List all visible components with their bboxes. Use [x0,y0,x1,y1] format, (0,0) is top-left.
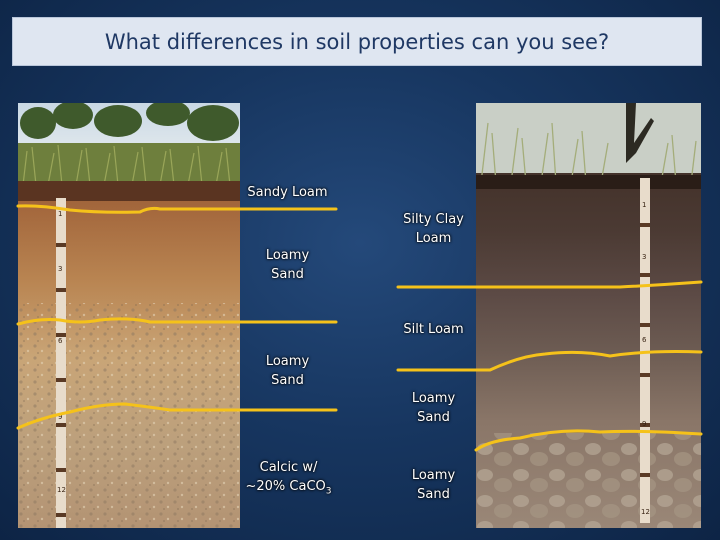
right-ruler-mark: 9 [642,420,646,428]
right-horizon-label: Loamy Sand [411,391,456,425]
left-ruler-mark: 3 [58,265,62,273]
right-ruler-mark: 3 [642,253,646,261]
slide-title: What differences in soil properties can … [104,29,610,54]
right-ruler-mark: 6 [642,336,647,344]
left-ruler-mark: 1 [58,210,62,218]
title-banner: What differences in soil properties can … [12,17,702,66]
left-horizon-label: Loamy Sand [265,354,310,388]
left-horizon-label: Calcic w/ ~20% CaCO3 [245,460,332,497]
right-ruler-mark: 12 [641,508,650,516]
left-ruler-mark: 12 [57,486,66,494]
left-ruler-mark: 6 [58,337,63,345]
left-horizon-label: Loamy Sand [265,248,310,282]
right-horizon-label: Loamy Sand [411,468,456,502]
right-soil-profile-photo: 1 3 6 9 12 [476,103,701,528]
right-horizon-label: Silty Clay Loam [403,212,464,246]
right-ruler-mark: 1 [642,201,646,209]
left-horizon-label: Sandy Loam [247,185,328,200]
right-horizon-label: Silt Loam [403,322,464,337]
left-soil-profile-photo: 1 3 6 9 12 [18,103,240,528]
left-ruler-mark: 9 [58,413,62,421]
